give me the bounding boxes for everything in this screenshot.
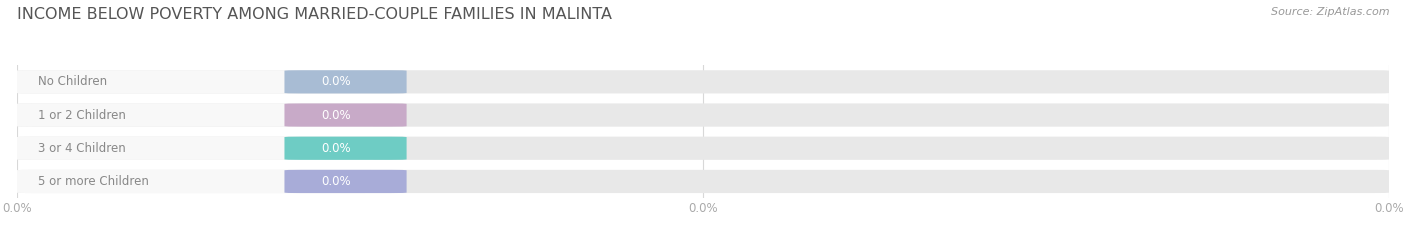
Text: 5 or more Children: 5 or more Children <box>38 175 149 188</box>
Text: 1 or 2 Children: 1 or 2 Children <box>38 109 127 122</box>
FancyBboxPatch shape <box>17 137 374 160</box>
Text: 0.0%: 0.0% <box>321 142 350 155</box>
FancyBboxPatch shape <box>17 103 1389 127</box>
FancyBboxPatch shape <box>284 103 406 127</box>
FancyBboxPatch shape <box>284 137 406 160</box>
Text: Source: ZipAtlas.com: Source: ZipAtlas.com <box>1271 7 1389 17</box>
FancyBboxPatch shape <box>284 170 406 193</box>
FancyBboxPatch shape <box>17 70 1389 93</box>
FancyBboxPatch shape <box>17 137 1389 160</box>
FancyBboxPatch shape <box>284 70 406 93</box>
Text: 3 or 4 Children: 3 or 4 Children <box>38 142 127 155</box>
Text: 0.0%: 0.0% <box>321 109 350 122</box>
Text: 0.0%: 0.0% <box>321 175 350 188</box>
FancyBboxPatch shape <box>17 103 374 127</box>
FancyBboxPatch shape <box>17 170 1389 193</box>
FancyBboxPatch shape <box>17 170 374 193</box>
FancyBboxPatch shape <box>17 70 374 93</box>
Text: INCOME BELOW POVERTY AMONG MARRIED-COUPLE FAMILIES IN MALINTA: INCOME BELOW POVERTY AMONG MARRIED-COUPL… <box>17 7 612 22</box>
Text: No Children: No Children <box>38 75 107 88</box>
Text: 0.0%: 0.0% <box>321 75 350 88</box>
